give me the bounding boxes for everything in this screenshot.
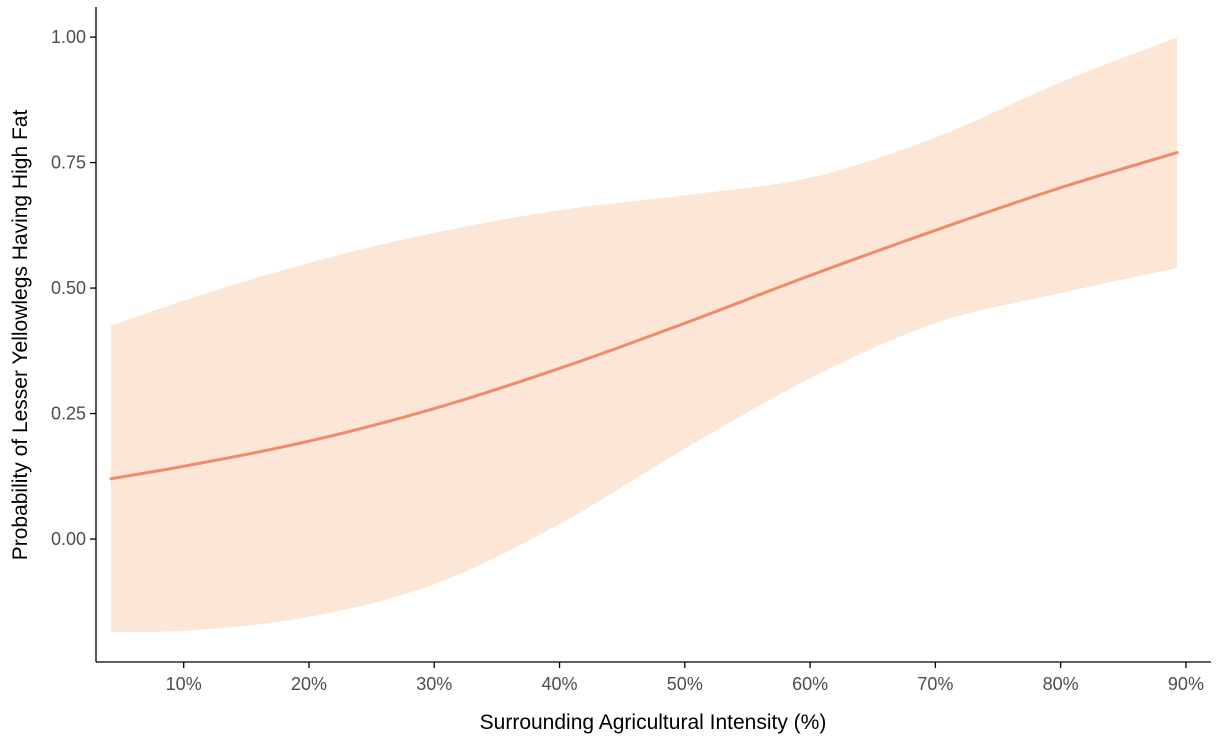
x-tick-label: 20% (291, 674, 327, 694)
y-tick-label: 0.00 (51, 529, 86, 549)
fitted-line (109, 151, 1179, 481)
axes (95, 7, 1211, 663)
fitted-line-layer (109, 151, 1179, 481)
confidence-band-layer (111, 37, 1178, 632)
x-tick-label: 10% (166, 674, 202, 694)
x-tick-label: 70% (917, 674, 953, 694)
x-tick-label: 60% (792, 674, 828, 694)
y-ticks: 0.00 0.25 0.50 0.75 1.00 (51, 27, 96, 549)
y-tick-label: 0.75 (51, 153, 86, 173)
y-tick-label: 0.25 (51, 404, 86, 424)
x-tick-label: 40% (542, 674, 578, 694)
x-ticks: 10% 20% 30% 40% 50% 60% 70% 80% 90% (166, 662, 1204, 694)
x-tick-label: 90% (1168, 674, 1204, 694)
x-axis-title: Surrounding Agricultural Intensity (%) (480, 711, 827, 734)
x-tick-label: 80% (1043, 674, 1079, 694)
y-tick-label: 0.50 (51, 278, 86, 298)
x-tick-label: 50% (667, 674, 703, 694)
x-tick-label: 30% (416, 674, 452, 694)
y-axis-title: Probability of Lesser Yellowlegs Having … (9, 110, 32, 561)
y-tick-label: 1.00 (51, 27, 86, 47)
confidence-band (111, 37, 1178, 632)
